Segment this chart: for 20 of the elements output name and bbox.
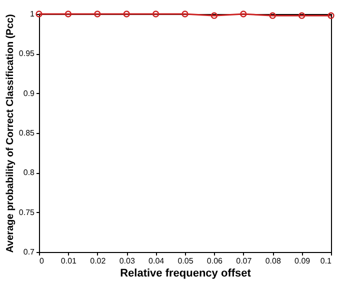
x-tick-label: 0.08 [265, 256, 282, 266]
x-tick-label: 0.04 [148, 256, 165, 266]
x-tick-label: 0.07 [236, 256, 252, 266]
x-tick-label: 0.1 [320, 256, 332, 266]
y-tick-label: 0.9 [23, 88, 36, 98]
y-tick-label: 0.75 [18, 208, 36, 217]
x-tick-label: 0.06 [206, 256, 224, 266]
y-tick-label: 1 [30, 10, 36, 18]
y-tick-label: 0.95 [18, 49, 36, 58]
x-tick-label: 0.05 [178, 256, 194, 266]
x-tick-label: 0.03 [119, 256, 136, 266]
x-tick-label: 0.02 [90, 256, 106, 266]
x-tick-label: 0 [40, 256, 44, 266]
x-axis-title: Relative frequency offset [120, 268, 252, 280]
y-tick-label: 0.85 [18, 128, 36, 138]
x-tick-label: 0.09 [294, 256, 311, 266]
y-tick-label: 0.7 [23, 248, 36, 256]
x-tick-label: 0.01 [60, 256, 78, 266]
y-axis-title: Average probability of Correct Classification (Pcc) [4, 14, 16, 253]
y-tick-label: 0.8 [23, 168, 36, 178]
